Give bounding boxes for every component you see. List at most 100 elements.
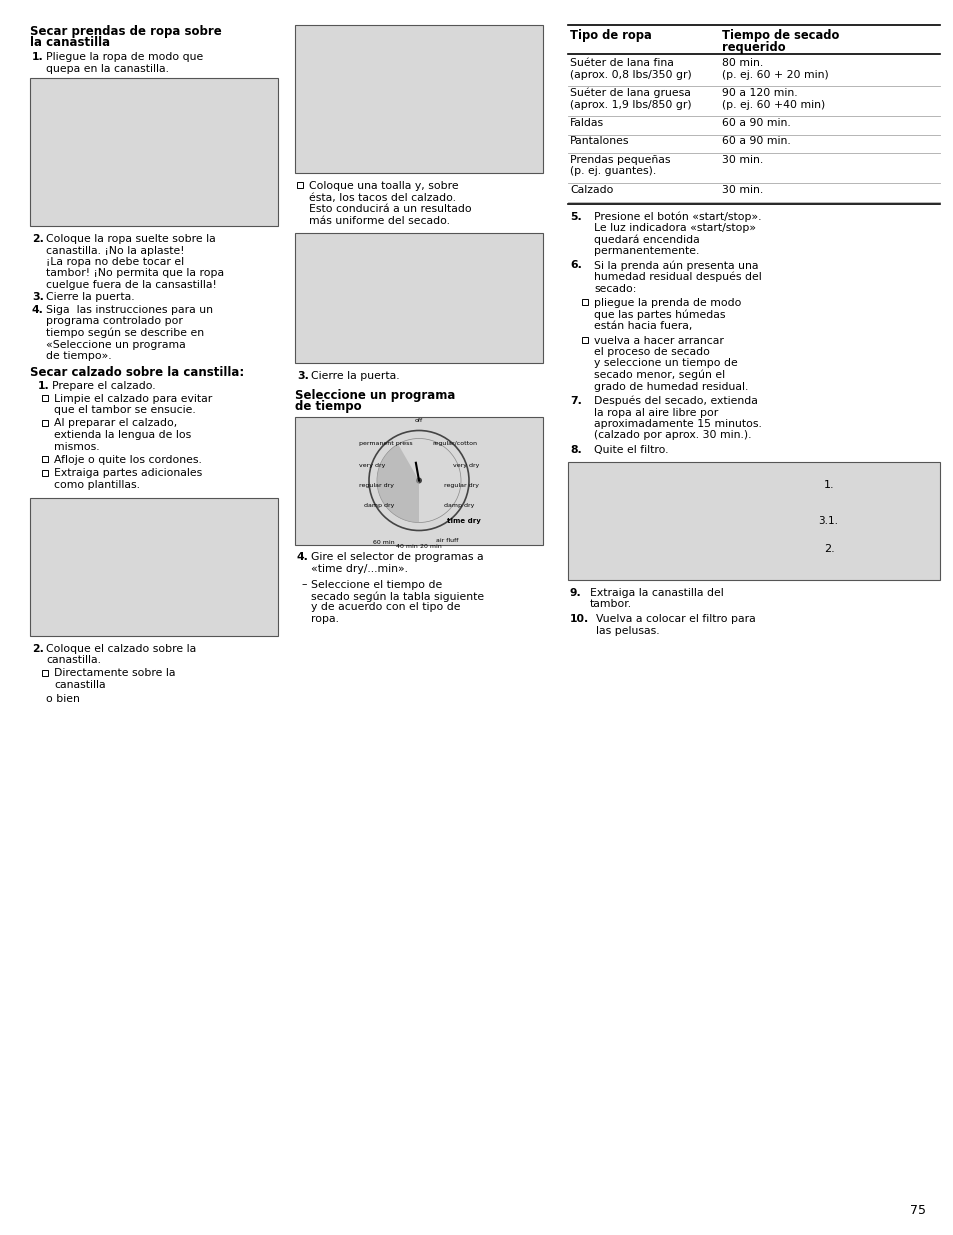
Text: grado de humedad residual.: grado de humedad residual.	[594, 382, 747, 391]
Text: (p. ej. 60 + 20 min): (p. ej. 60 + 20 min)	[721, 69, 828, 79]
Text: Directamente sobre la: Directamente sobre la	[54, 668, 175, 678]
Text: Suéter de lana fina: Suéter de lana fina	[569, 58, 673, 68]
Text: Esto conducirá a un resultado: Esto conducirá a un resultado	[309, 204, 471, 214]
Text: Tiempo de secado: Tiempo de secado	[721, 28, 839, 42]
Text: de tiempo: de tiempo	[294, 400, 361, 412]
Text: damp dry: damp dry	[364, 503, 394, 508]
Text: Presione el botón «start/stop».: Presione el botón «start/stop».	[594, 211, 760, 222]
Text: very dry: very dry	[358, 463, 385, 468]
Text: air fluff: air fluff	[436, 538, 457, 543]
Text: 3.: 3.	[296, 370, 309, 382]
Text: off: off	[415, 417, 422, 422]
Text: requerido: requerido	[721, 41, 785, 53]
Bar	[296, 182, 303, 188]
Text: ropa.: ropa.	[311, 614, 338, 624]
Text: Seleccione un programa: Seleccione un programa	[294, 389, 455, 401]
Text: Secar prendas de ropa sobre: Secar prendas de ropa sobre	[30, 25, 221, 38]
Text: humedad residual después del: humedad residual después del	[594, 272, 760, 283]
Text: o bien: o bien	[46, 694, 80, 704]
Text: «time dry/...min».: «time dry/...min».	[311, 564, 408, 574]
Text: pliegue la prenda de modo: pliegue la prenda de modo	[594, 298, 740, 308]
Text: time dry: time dry	[447, 517, 480, 524]
Text: 1.: 1.	[822, 479, 833, 489]
Text: (p. ej. 60 +40 min): (p. ej. 60 +40 min)	[721, 100, 824, 110]
Text: 20 min: 20 min	[419, 545, 441, 550]
Text: Cierre la puerta.: Cierre la puerta.	[46, 293, 134, 303]
Text: 9.: 9.	[569, 588, 581, 598]
Text: 80 min.: 80 min.	[721, 58, 762, 68]
Text: regular dry: regular dry	[443, 483, 478, 488]
Text: secado menor, según el: secado menor, según el	[594, 370, 724, 380]
Text: 2.: 2.	[32, 233, 44, 245]
Text: quedará encendida: quedará encendida	[594, 235, 699, 245]
Text: 60 a 90 min.: 60 a 90 min.	[721, 119, 790, 128]
Bar	[42, 456, 48, 462]
Text: 30 min.: 30 min.	[721, 185, 762, 195]
Text: 6.: 6.	[569, 261, 581, 270]
Text: Afloje o quite los cordones.: Afloje o quite los cordones.	[54, 454, 202, 466]
Text: Coloque una toalla y, sobre: Coloque una toalla y, sobre	[309, 182, 458, 191]
Text: y de acuerdo con el tipo de: y de acuerdo con el tipo de	[311, 603, 460, 613]
Text: 30 min.: 30 min.	[721, 156, 762, 165]
Text: 1.: 1.	[38, 382, 50, 391]
Text: Quite el filtro.: Quite el filtro.	[594, 445, 668, 454]
Text: tambor.: tambor.	[589, 599, 632, 609]
Text: 60 a 90 min.: 60 a 90 min.	[721, 137, 790, 147]
Text: Limpie el calzado para evitar: Limpie el calzado para evitar	[54, 394, 212, 404]
Text: Secar calzado sobre la canstilla:: Secar calzado sobre la canstilla:	[30, 367, 244, 379]
Text: canastilla: canastilla	[54, 680, 106, 690]
Text: Faldas: Faldas	[569, 119, 603, 128]
Bar	[30, 78, 277, 226]
Text: extienda la lengua de los: extienda la lengua de los	[54, 430, 191, 440]
Text: vuelva a hacer arrancar: vuelva a hacer arrancar	[594, 336, 723, 346]
Text: 8.: 8.	[569, 445, 581, 454]
Text: (aprox. 0,8 lbs/350 gr): (aprox. 0,8 lbs/350 gr)	[569, 69, 691, 79]
Text: Prepare el calzado.: Prepare el calzado.	[52, 382, 155, 391]
Text: 1.: 1.	[32, 52, 44, 62]
Text: 60 min: 60 min	[373, 541, 395, 546]
Text: mismos.: mismos.	[54, 441, 99, 452]
Bar	[42, 669, 48, 676]
Text: permanent press: permanent press	[358, 441, 413, 446]
Bar	[581, 336, 587, 342]
Text: (aprox. 1,9 lbs/850 gr): (aprox. 1,9 lbs/850 gr)	[569, 100, 691, 110]
Text: de tiempo».: de tiempo».	[46, 351, 112, 361]
Text: cuelgue fuera de la cansastilla!: cuelgue fuera de la cansastilla!	[46, 280, 216, 290]
Bar	[42, 394, 48, 400]
Bar	[30, 498, 277, 636]
Text: canastilla.: canastilla.	[46, 655, 101, 664]
Text: Si la prenda aún presenta una: Si la prenda aún presenta una	[594, 261, 758, 270]
Text: secado según la tabla siguiente: secado según la tabla siguiente	[311, 592, 483, 601]
Text: Pliegue la ropa de modo que: Pliegue la ropa de modo que	[46, 52, 203, 62]
Text: la ropa al aire libre por: la ropa al aire libre por	[594, 408, 718, 417]
Text: 90 a 120 min.: 90 a 120 min.	[721, 88, 797, 98]
Text: 3.: 3.	[32, 293, 44, 303]
Text: «Seleccione un programa: «Seleccione un programa	[46, 340, 186, 350]
Text: secado:: secado:	[594, 284, 636, 294]
Text: Al preparar el calzado,: Al preparar el calzado,	[54, 419, 177, 429]
Text: las pelusas.: las pelusas.	[596, 626, 659, 636]
Text: Calzado: Calzado	[569, 185, 613, 195]
Text: Coloque la ropa suelte sobre la: Coloque la ropa suelte sobre la	[46, 233, 215, 245]
Text: regular dry: regular dry	[358, 483, 394, 488]
Text: que las partes húmedas: que las partes húmedas	[594, 310, 724, 320]
Text: Prendas pequeñas: Prendas pequeñas	[569, 156, 670, 165]
Text: 2.: 2.	[822, 543, 834, 553]
Text: programa controlado por: programa controlado por	[46, 316, 183, 326]
Text: permanentemente.: permanentemente.	[594, 246, 699, 256]
Circle shape	[416, 478, 421, 483]
Bar	[294, 233, 542, 363]
Text: Cierre la puerta.: Cierre la puerta.	[311, 370, 399, 382]
Text: tiempo según se describe en: tiempo según se describe en	[46, 329, 204, 338]
Text: Tipo de ropa: Tipo de ropa	[569, 28, 651, 42]
Text: Pantalones: Pantalones	[569, 137, 629, 147]
Text: 5.: 5.	[569, 211, 581, 221]
Text: (p. ej. guantes).: (p. ej. guantes).	[569, 167, 656, 177]
Text: Seleccione el tiempo de: Seleccione el tiempo de	[311, 579, 442, 589]
Text: 7.: 7.	[569, 396, 581, 406]
Text: –: –	[301, 579, 306, 589]
Text: (calzado por aprox. 30 min.).: (calzado por aprox. 30 min.).	[594, 431, 751, 441]
Text: 4.: 4.	[296, 552, 309, 562]
Text: Le luz indicadora «start/stop»: Le luz indicadora «start/stop»	[594, 224, 755, 233]
Text: aproximadamente 15 minutos.: aproximadamente 15 minutos.	[594, 419, 761, 429]
